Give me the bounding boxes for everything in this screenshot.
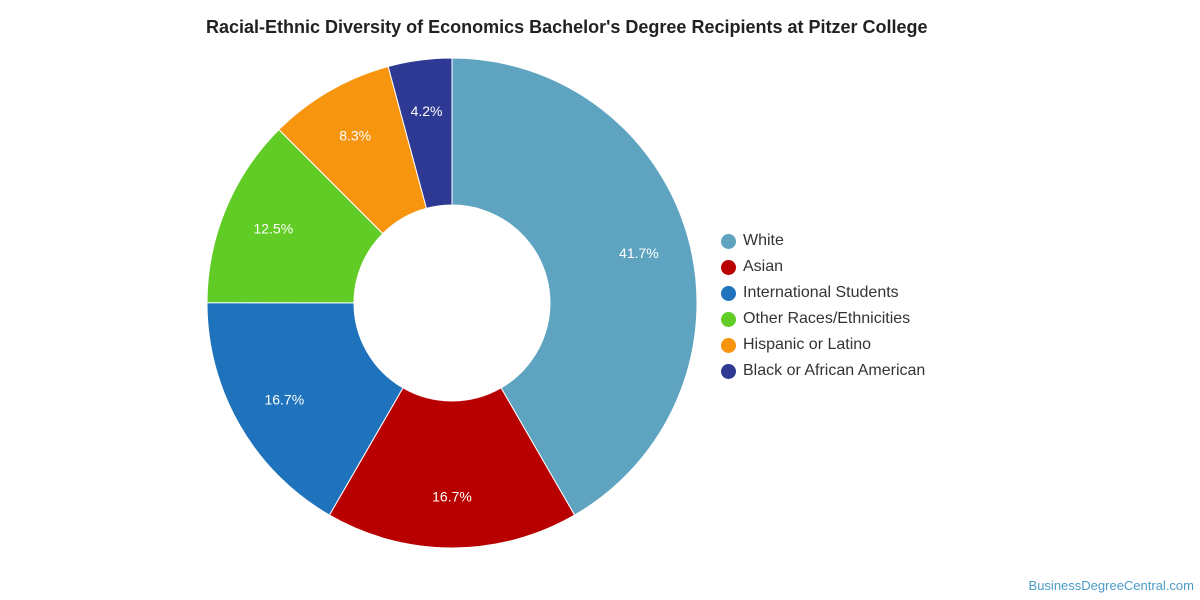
legend-label: Black or African American: [743, 362, 926, 379]
slice-percent-label: 16.7%: [264, 392, 304, 408]
slice-percent-label: 41.7%: [619, 245, 659, 261]
donut-chart: 41.7% 16.7% 16.7% 12.5% 8.3% 4.2%: [206, 57, 698, 549]
legend-swatch: [721, 259, 736, 275]
legend-swatch: [721, 337, 736, 353]
slice-percent-label: 4.2%: [411, 103, 443, 119]
legend-swatch: [721, 311, 736, 327]
legend-item-hispanic-latino[interactable]: Hispanic or Latino: [721, 332, 925, 358]
slice-percent-label: 12.5%: [253, 221, 293, 237]
donut-slice-other-races-ethnicities[interactable]: [206, 128, 384, 304]
legend-swatch: [721, 285, 736, 301]
legend-item-asian[interactable]: Asian: [721, 254, 925, 280]
donut-slice-black-or-african-american[interactable]: [387, 57, 453, 209]
legend-item-white[interactable]: White: [721, 228, 925, 254]
legend-item-black-african-american[interactable]: Black or African American: [721, 358, 925, 384]
legend-label: Hispanic or Latino: [743, 336, 872, 353]
slice-percent-label: 16.7%: [432, 489, 472, 505]
legend-item-other-races[interactable]: Other Races/Ethnicities: [721, 306, 925, 332]
donut-slice-international-students[interactable]: [206, 302, 404, 516]
source-credit-link[interactable]: BusinessDegreeCentral.com: [1028, 578, 1194, 593]
donut-slice-white[interactable]: [451, 57, 698, 516]
legend-label: International Students: [743, 284, 899, 301]
donut-slice-asian[interactable]: [328, 387, 576, 549]
chart-title: Racial-Ethnic Diversity of Economics Bac…: [206, 17, 928, 37]
legend-label: White: [743, 232, 784, 249]
legend-item-international-students[interactable]: International Students: [721, 280, 925, 306]
slice-percent-label: 8.3%: [339, 127, 371, 143]
legend-label: Other Races/Ethnicities: [743, 310, 911, 327]
legend-label: Asian: [743, 258, 784, 275]
chart-legend: White Asian International Students Other…: [721, 228, 925, 384]
legend-swatch: [721, 233, 736, 249]
legend-swatch: [721, 363, 736, 379]
